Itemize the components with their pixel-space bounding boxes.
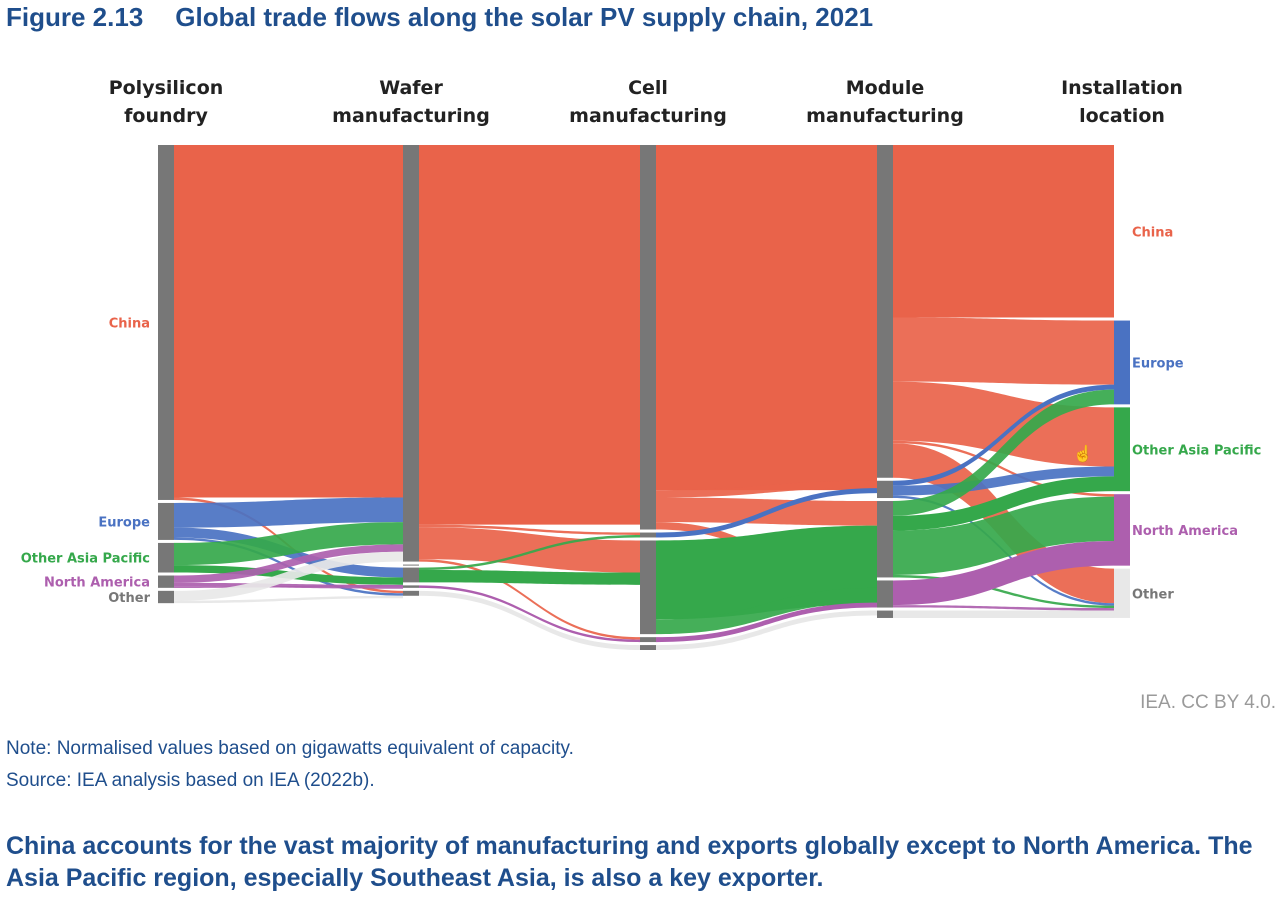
flows bbox=[174, 145, 1114, 650]
stage-header-cell: Cell bbox=[628, 77, 668, 99]
flow-china-to-europe bbox=[893, 317, 1114, 385]
flow-na-to-na bbox=[893, 541, 1114, 606]
node-cell-europe bbox=[640, 532, 656, 538]
flow-europe-to-china bbox=[174, 497, 403, 528]
node-module-china bbox=[877, 145, 893, 478]
region-label-left-other: Other bbox=[108, 591, 150, 606]
flow-europe-to-oap bbox=[893, 466, 1114, 496]
figure-title-text: Global trade flows along the solar PV su… bbox=[175, 2, 874, 32]
stage-bars bbox=[158, 145, 1130, 650]
flow-na-to-na bbox=[419, 585, 640, 643]
flow-china-to-china bbox=[656, 145, 877, 491]
flow-oap-to-oap bbox=[419, 570, 640, 585]
flow-oap-to-other bbox=[893, 574, 1114, 609]
stage-header-poly: Polysilicon bbox=[109, 77, 224, 99]
flow-oap-to-china bbox=[174, 522, 403, 566]
flow-other-to-other bbox=[419, 590, 640, 650]
node-poly-europe bbox=[158, 502, 174, 540]
flow-oap-to-oap bbox=[893, 476, 1114, 531]
node-wafer-oap bbox=[403, 567, 419, 583]
hand-pointer-icon: ☝ bbox=[1073, 446, 1093, 463]
node-cell-china bbox=[640, 145, 656, 530]
node-install-na bbox=[1114, 494, 1130, 566]
region-label-left-europe: Europe bbox=[98, 515, 150, 530]
source-text: Source: IEA analysis based on IEA (2022b… bbox=[6, 770, 375, 791]
node-wafer-china bbox=[403, 145, 419, 562]
flow-oap-to-na bbox=[656, 587, 877, 635]
flow-na-to-oap bbox=[174, 582, 403, 589]
flow-other-to-other bbox=[174, 595, 403, 604]
node-cell-oap bbox=[640, 540, 656, 635]
stage-header-poly: foundry bbox=[124, 105, 208, 127]
figure-number: Figure 2.13 bbox=[6, 2, 144, 32]
node-module-other bbox=[877, 610, 893, 618]
region-label-right-oap: Other Asia Pacific bbox=[1132, 443, 1261, 458]
region-label-right-other: Other bbox=[1132, 587, 1174, 602]
node-wafer-other bbox=[403, 590, 419, 596]
node-poly-other bbox=[158, 590, 174, 604]
flow-na-to-na bbox=[656, 602, 877, 643]
flow-oap-to-europe bbox=[419, 535, 640, 571]
flow-china-to-na bbox=[893, 440, 1114, 497]
stage-header-module: Module bbox=[846, 77, 925, 99]
takeaway-text: China accounts for the vast majority of … bbox=[6, 832, 1253, 892]
sankey-chart: Polysilicon foundry Wafer manufacturing Cell… bbox=[21, 77, 1262, 650]
node-install-china bbox=[1114, 145, 1130, 318]
stage-header-wafer: manufacturing bbox=[332, 105, 490, 127]
flow-china-to-europe bbox=[419, 524, 640, 536]
node-poly-china bbox=[158, 145, 174, 500]
flow-china-to-oap bbox=[893, 381, 1114, 467]
flow-na-to-other bbox=[893, 605, 1114, 611]
flow-china-to-china bbox=[893, 145, 1114, 318]
flow-china-to-oap bbox=[419, 527, 640, 573]
node-poly-na bbox=[158, 575, 174, 588]
node-install-oap bbox=[1114, 407, 1130, 492]
flow-china-to-europe bbox=[656, 480, 877, 498]
stage-header-cell: manufacturing bbox=[569, 105, 727, 127]
node-module-oap bbox=[877, 501, 893, 578]
region-label-left-china: China bbox=[109, 316, 150, 331]
node-module-europe bbox=[877, 480, 893, 499]
flow-europe-to-europe bbox=[893, 384, 1114, 486]
node-wafer-europe bbox=[403, 564, 419, 566]
flow-other-to-other bbox=[893, 610, 1114, 618]
region-label-right-na: North America bbox=[1132, 524, 1238, 539]
flow-na-to-china bbox=[174, 544, 403, 583]
node-module-na bbox=[877, 580, 893, 608]
flow-other-to-other bbox=[656, 610, 877, 650]
credit-text: IEA. CC BY 4.0. bbox=[1140, 692, 1276, 713]
stage-header-wafer: Wafer bbox=[379, 77, 443, 99]
region-label-left-oap: Other Asia Pacific bbox=[21, 552, 150, 567]
region-label-left-na: North America bbox=[44, 576, 150, 591]
flow-china-to-china bbox=[174, 145, 403, 498]
region-label-right-china: China bbox=[1132, 225, 1173, 240]
flow-china-to-na bbox=[419, 559, 640, 640]
flow-oap-to-na bbox=[893, 496, 1114, 575]
stage-headers: Polysilicon foundry Wafer manufacturing Cell… bbox=[109, 77, 1183, 127]
note-text: Note: Normalised values based on gigawat… bbox=[6, 738, 574, 759]
node-cell-na bbox=[640, 637, 656, 643]
node-poly-oap bbox=[158, 542, 174, 573]
node-wafer-na bbox=[403, 585, 419, 588]
node-cell-other bbox=[640, 645, 656, 650]
node-install-other bbox=[1114, 568, 1130, 618]
node-install-europe bbox=[1114, 320, 1130, 405]
flow-oap-to-europe bbox=[893, 389, 1114, 516]
stage-header-install: Installation bbox=[1061, 77, 1183, 99]
flow-europe-to-europe bbox=[656, 488, 877, 538]
region-labels: China China Europe Europe Other Asia Pacific… bbox=[21, 225, 1262, 606]
figure-title: Figure 2.13 Global trade flows along the … bbox=[6, 2, 873, 33]
flow-other-to-china bbox=[174, 551, 403, 601]
stage-header-install: location bbox=[1079, 105, 1165, 127]
flow-china-to-china bbox=[419, 145, 640, 525]
stage-header-module: manufacturing bbox=[806, 105, 964, 127]
region-label-right-europe: Europe bbox=[1132, 356, 1184, 371]
